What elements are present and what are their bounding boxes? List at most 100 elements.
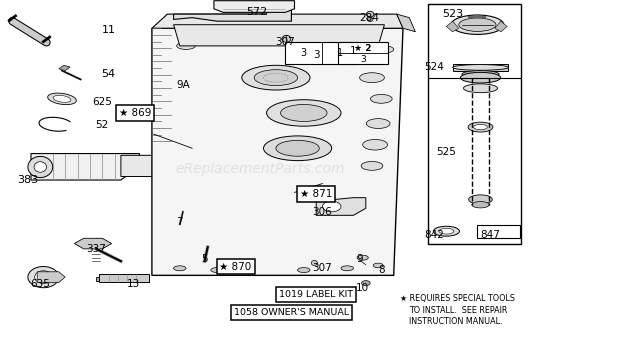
Text: 1019 LABEL KIT: 1019 LABEL KIT (279, 290, 353, 299)
Text: 3: 3 (301, 48, 307, 58)
Ellipse shape (48, 93, 76, 104)
Ellipse shape (341, 266, 353, 271)
Ellipse shape (361, 162, 383, 170)
Polygon shape (152, 14, 403, 28)
Ellipse shape (264, 32, 282, 39)
Ellipse shape (463, 84, 497, 93)
Ellipse shape (371, 94, 392, 103)
Ellipse shape (264, 136, 332, 161)
Ellipse shape (361, 281, 370, 286)
Ellipse shape (322, 201, 341, 212)
Text: 11: 11 (102, 25, 115, 35)
Bar (477, 225, 520, 238)
Polygon shape (174, 9, 291, 21)
Ellipse shape (453, 65, 508, 70)
Text: 1: 1 (337, 48, 343, 58)
Text: 847: 847 (480, 230, 500, 240)
Text: 8: 8 (378, 265, 384, 275)
Bar (453, 64, 508, 71)
Ellipse shape (174, 266, 186, 271)
Polygon shape (397, 14, 415, 32)
Ellipse shape (468, 122, 493, 132)
Ellipse shape (35, 271, 52, 283)
Text: 3: 3 (313, 50, 319, 60)
Ellipse shape (367, 17, 373, 22)
Text: 9A: 9A (176, 80, 190, 90)
Text: 307: 307 (275, 37, 295, 47)
Text: 842: 842 (424, 230, 444, 240)
Polygon shape (96, 277, 149, 281)
Ellipse shape (28, 156, 53, 178)
Text: 635: 635 (30, 279, 50, 289)
Text: 306: 306 (312, 207, 332, 217)
Text: 1: 1 (350, 46, 356, 56)
Text: 523: 523 (442, 9, 463, 19)
Text: 13: 13 (126, 279, 140, 289)
Text: ★ REQUIRES SPECIAL TOOLS: ★ REQUIRES SPECIAL TOOLS (400, 294, 515, 303)
Text: 625: 625 (92, 97, 112, 107)
Ellipse shape (366, 119, 390, 128)
Polygon shape (121, 155, 164, 176)
Ellipse shape (363, 139, 388, 150)
Ellipse shape (28, 267, 59, 288)
Polygon shape (446, 21, 459, 32)
Ellipse shape (177, 42, 195, 49)
Text: eReplacementParts.com: eReplacementParts.com (175, 162, 345, 176)
Ellipse shape (220, 35, 239, 42)
Text: 52: 52 (95, 120, 109, 130)
Text: 284: 284 (359, 13, 379, 23)
Polygon shape (59, 65, 70, 71)
Text: ★ 871: ★ 871 (300, 189, 332, 199)
Ellipse shape (451, 15, 504, 34)
Ellipse shape (462, 71, 499, 78)
Polygon shape (316, 198, 366, 215)
Text: 54: 54 (102, 69, 115, 79)
Ellipse shape (267, 100, 341, 126)
Text: 307: 307 (312, 263, 332, 273)
Ellipse shape (280, 104, 327, 121)
Text: 524: 524 (424, 62, 444, 72)
Polygon shape (174, 25, 384, 46)
Polygon shape (74, 238, 112, 249)
Ellipse shape (366, 11, 374, 17)
Ellipse shape (433, 226, 459, 236)
Ellipse shape (298, 268, 310, 273)
Ellipse shape (375, 46, 394, 53)
Ellipse shape (242, 65, 310, 90)
Polygon shape (31, 154, 140, 180)
Text: ★ 870: ★ 870 (219, 262, 252, 271)
Text: 337: 337 (86, 244, 106, 254)
Ellipse shape (53, 95, 71, 102)
Text: ★ 869: ★ 869 (119, 108, 151, 118)
Bar (338, 42, 388, 64)
Ellipse shape (474, 124, 487, 130)
Ellipse shape (311, 261, 317, 265)
Polygon shape (214, 1, 294, 12)
Text: ★ 2: ★ 2 (354, 44, 371, 53)
Text: 10: 10 (356, 283, 370, 293)
Text: 7: 7 (177, 217, 183, 227)
Ellipse shape (360, 73, 384, 83)
Ellipse shape (459, 18, 496, 31)
Text: 9: 9 (356, 255, 363, 264)
Text: 383: 383 (17, 175, 38, 185)
Ellipse shape (307, 32, 326, 39)
Text: 572: 572 (247, 7, 268, 17)
Text: 3: 3 (360, 55, 366, 64)
Text: TO INSTALL.  SEE REPAIR: TO INSTALL. SEE REPAIR (409, 306, 508, 315)
Ellipse shape (282, 35, 291, 42)
Ellipse shape (34, 162, 46, 172)
Ellipse shape (439, 228, 454, 234)
Ellipse shape (460, 72, 501, 83)
Polygon shape (495, 21, 507, 32)
Text: 525: 525 (436, 147, 456, 157)
Ellipse shape (469, 195, 492, 204)
Polygon shape (99, 274, 149, 282)
Ellipse shape (472, 202, 489, 208)
Text: INSTRUCTION MANUAL.: INSTRUCTION MANUAL. (409, 317, 503, 327)
Polygon shape (37, 272, 65, 282)
Ellipse shape (344, 35, 363, 42)
Bar (285, 42, 356, 64)
Text: 1058 OWNER'S MANUAL: 1058 OWNER'S MANUAL (234, 308, 349, 317)
Polygon shape (152, 28, 403, 275)
